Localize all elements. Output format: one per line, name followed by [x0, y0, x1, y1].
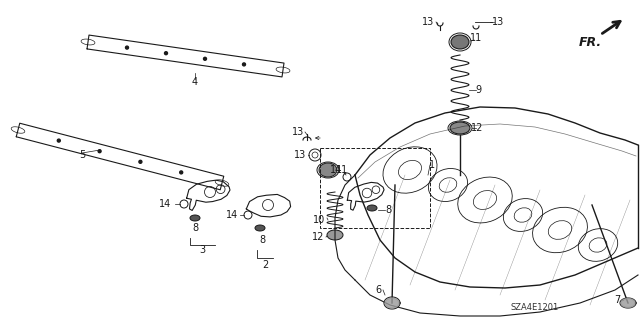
- Text: 12: 12: [312, 232, 324, 242]
- Text: FR.: FR.: [579, 35, 602, 48]
- Text: 14: 14: [159, 199, 171, 209]
- Polygon shape: [204, 57, 207, 60]
- Text: 3: 3: [199, 245, 205, 255]
- Text: 13: 13: [292, 127, 304, 137]
- Bar: [320, 148, 430, 228]
- Text: 14: 14: [226, 210, 238, 220]
- Text: 8: 8: [192, 223, 198, 233]
- Text: 12: 12: [471, 123, 483, 133]
- Text: 13: 13: [492, 17, 504, 27]
- Text: 11: 11: [470, 33, 482, 43]
- Text: 14: 14: [330, 165, 342, 175]
- Polygon shape: [125, 46, 129, 49]
- Text: 8: 8: [259, 235, 265, 245]
- Text: 11: 11: [336, 165, 348, 175]
- Text: 13: 13: [422, 17, 434, 27]
- Text: 4: 4: [192, 77, 198, 87]
- Ellipse shape: [450, 122, 470, 134]
- Ellipse shape: [319, 163, 337, 177]
- Polygon shape: [98, 150, 101, 153]
- Text: 8: 8: [385, 205, 391, 215]
- Polygon shape: [243, 63, 246, 66]
- Text: 10: 10: [313, 215, 325, 225]
- Text: 1: 1: [429, 160, 435, 170]
- Polygon shape: [164, 52, 168, 55]
- Text: SZA4E1201: SZA4E1201: [511, 303, 559, 313]
- Text: 13: 13: [294, 150, 306, 160]
- Text: 2: 2: [262, 260, 268, 270]
- Polygon shape: [385, 298, 399, 308]
- Polygon shape: [621, 299, 635, 308]
- Text: 6: 6: [375, 285, 381, 295]
- Text: 9: 9: [475, 85, 481, 95]
- Polygon shape: [58, 139, 60, 142]
- Text: 5: 5: [79, 150, 85, 160]
- Polygon shape: [139, 160, 142, 163]
- Ellipse shape: [451, 35, 469, 49]
- Ellipse shape: [367, 205, 377, 211]
- Ellipse shape: [255, 225, 265, 231]
- Ellipse shape: [190, 215, 200, 221]
- Polygon shape: [180, 171, 182, 174]
- Text: 7: 7: [614, 295, 620, 305]
- Ellipse shape: [327, 230, 343, 240]
